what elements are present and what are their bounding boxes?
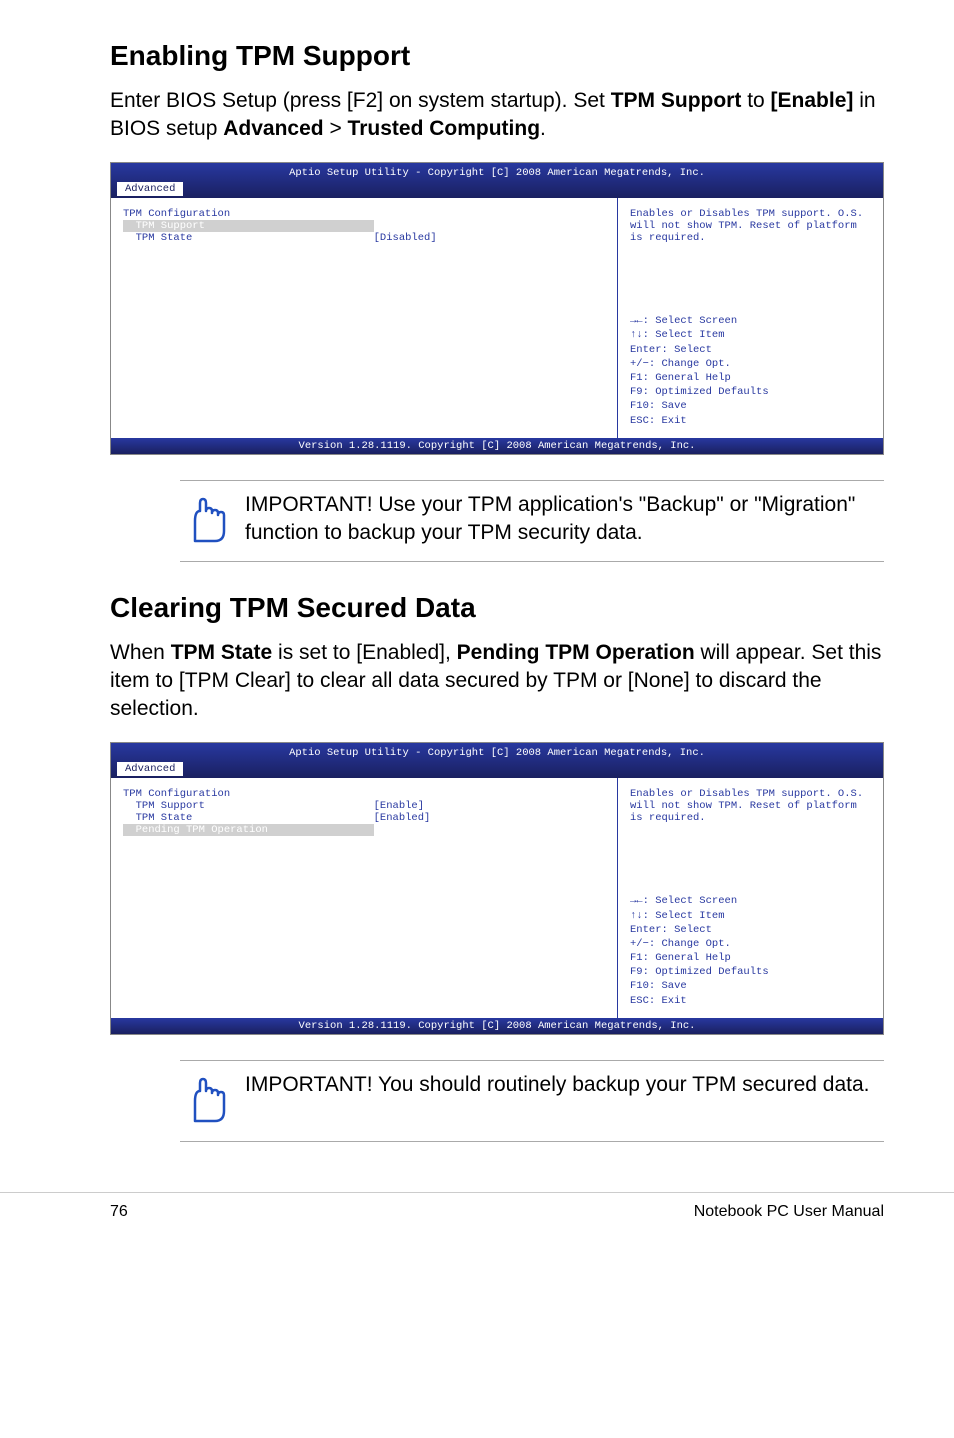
bios2-title: Aptio Setup Utility - Copyright [C] 2008…: [117, 745, 877, 762]
bios2-row0-label: TPM Configuration: [123, 788, 374, 800]
bios2-row1-label: TPM Support: [123, 800, 374, 812]
text: Enter BIOS Setup (press [F2] on system s…: [110, 89, 611, 112]
bios1-row2: TPM State [Disabled]: [123, 232, 605, 244]
text: is set to [Enabled],: [272, 641, 456, 664]
bios2-row0: TPM Configuration: [123, 788, 605, 800]
note1-text: IMPORTANT! Use your TPM application's "B…: [245, 491, 884, 548]
help-line: ↑↓: Select Item: [630, 328, 871, 342]
bold-tpm-support: TPM Support: [611, 89, 742, 112]
help-line: +/−: Change Opt.: [630, 937, 871, 951]
bios2-row0-val: [374, 788, 605, 800]
bold-trusted: Trusted Computing: [348, 117, 541, 140]
bios2-row1-val: [Enable]: [374, 800, 605, 812]
bios1-title: Aptio Setup Utility - Copyright [C] 2008…: [117, 165, 877, 182]
section1-paragraph: Enter BIOS Setup (press [F2] on system s…: [110, 87, 884, 144]
bios1-row2-label: TPM State: [123, 232, 374, 244]
help-line: →←: Select Screen: [630, 894, 871, 908]
note2-text: IMPORTANT! You should routinely backup y…: [245, 1071, 869, 1099]
bios2-row2: TPM State [Enabled]: [123, 812, 605, 824]
bold-advanced: Advanced: [223, 117, 323, 140]
help-line: +/−: Change Opt.: [630, 357, 871, 371]
bios2-row2-val: [Enabled]: [374, 812, 605, 824]
help-line: ESC: Exit: [630, 414, 871, 428]
bios2-left-panel: TPM Configuration TPM Support [Enable] T…: [111, 778, 618, 1018]
bios2-desc: Enables or Disables TPM support. O.S. wi…: [630, 788, 871, 848]
help-line: F9: Optimized Defaults: [630, 385, 871, 399]
bios-screenshot-2: Aptio Setup Utility - Copyright [C] 2008…: [110, 742, 884, 1035]
help-line: ESC: Exit: [630, 994, 871, 1008]
bold-pending: Pending TPM Operation: [457, 641, 695, 664]
bios1-row1-label: TPM Support: [123, 220, 374, 232]
help-line: F1: General Help: [630, 951, 871, 965]
bios2-row1: TPM Support [Enable]: [123, 800, 605, 812]
bios1-row2-val: [Disabled]: [374, 232, 605, 244]
help-line: Enter: Select: [630, 923, 871, 937]
help-line: Enter: Select: [630, 343, 871, 357]
page-number: 76: [110, 1203, 128, 1221]
bios1-footer: Version 1.28.1119. Copyright [C] 2008 Am…: [111, 438, 883, 454]
section2-heading: Clearing TPM Secured Data: [110, 592, 884, 624]
bios2-row2-label: TPM State: [123, 812, 374, 824]
bios2-help: →←: Select Screen ↑↓: Select Item Enter:…: [630, 894, 871, 1007]
help-line: F10: Save: [630, 979, 871, 993]
page-footer: 76 Notebook PC User Manual: [0, 1192, 954, 1241]
bios1-row0: TPM Configuration: [123, 208, 605, 220]
text: >: [324, 117, 348, 140]
help-line: ↑↓: Select Item: [630, 909, 871, 923]
bios2-tab: Advanced: [117, 762, 183, 776]
bios2-row3-val: [TPM Clear]: [374, 824, 605, 836]
bios1-row0-label: TPM Configuration: [123, 208, 374, 220]
bios2-footer: Version 1.28.1119. Copyright [C] 2008 Am…: [111, 1018, 883, 1034]
bios1-row1: TPM Support [Enable]: [123, 220, 605, 232]
bios1-row0-val: [374, 208, 605, 220]
help-line: F1: General Help: [630, 371, 871, 385]
bios2-row3: Pending TPM Operation [TPM Clear]: [123, 824, 605, 836]
bios1-desc: Enables or Disables TPM support. O.S. wi…: [630, 208, 871, 268]
hand-icon: [180, 491, 230, 551]
bold-tpm-state: TPM State: [171, 641, 273, 664]
section2-paragraph: When TPM State is set to [Enabled], Pend…: [110, 639, 884, 724]
help-line: F9: Optimized Defaults: [630, 965, 871, 979]
note-block-2: IMPORTANT! You should routinely backup y…: [180, 1060, 884, 1142]
bios-screenshot-1: Aptio Setup Utility - Copyright [C] 2008…: [110, 162, 884, 455]
section1-heading: Enabling TPM Support: [110, 40, 884, 72]
text: to: [741, 89, 770, 112]
text: When: [110, 641, 171, 664]
note-block-1: IMPORTANT! Use your TPM application's "B…: [180, 480, 884, 562]
bios1-row1-val: [Enable]: [374, 220, 605, 232]
bios1-tab: Advanced: [117, 182, 183, 196]
help-line: →←: Select Screen: [630, 314, 871, 328]
bios1-left-panel: TPM Configuration TPM Support [Enable] T…: [111, 198, 618, 438]
bold-enable: [Enable]: [771, 89, 854, 112]
text: .: [540, 117, 546, 140]
bios2-row3-label: Pending TPM Operation: [123, 824, 374, 836]
bios1-help: →←: Select Screen ↑↓: Select Item Enter:…: [630, 314, 871, 427]
help-line: F10: Save: [630, 399, 871, 413]
manual-title: Notebook PC User Manual: [694, 1203, 884, 1221]
hand-icon: [180, 1071, 230, 1131]
